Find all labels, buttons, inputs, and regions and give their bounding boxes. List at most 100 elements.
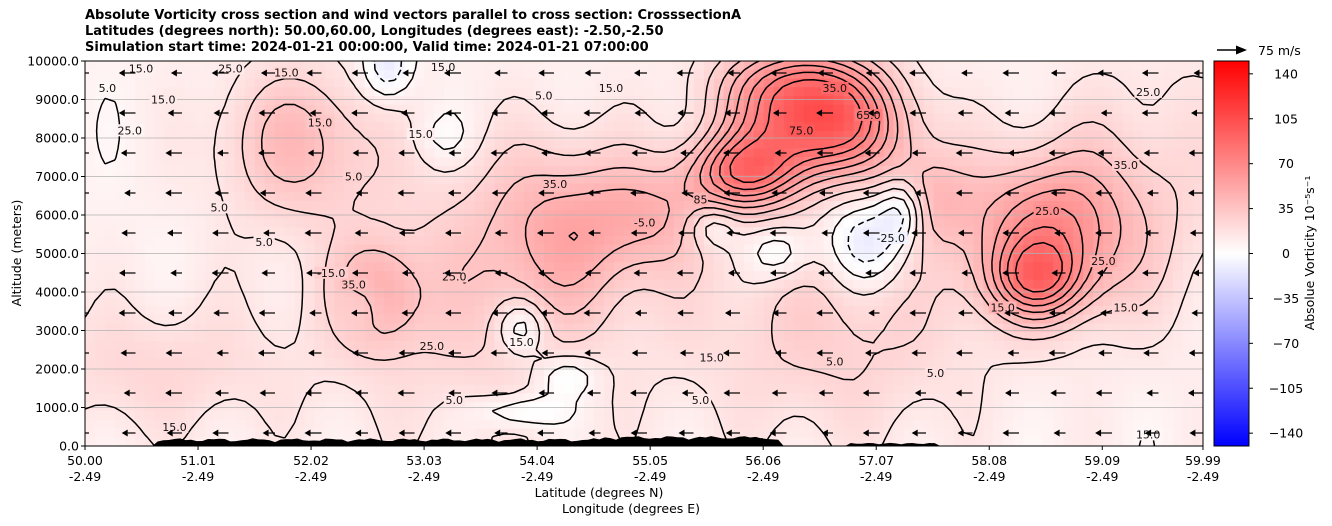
vorticity-cell — [673, 358, 685, 368]
vorticity-cell — [1153, 349, 1164, 360]
vorticity-cell — [564, 244, 575, 255]
vorticity-cell — [584, 244, 595, 255]
vorticity-cell — [264, 166, 276, 176]
vorticity-cell — [474, 349, 485, 360]
vorticity-cell — [634, 157, 645, 167]
vorticity-cell — [344, 262, 356, 272]
vorticity-cell — [713, 174, 725, 185]
vorticity-cell — [693, 314, 705, 325]
vorticity-cell — [983, 437, 994, 446]
vorticity-cell — [554, 402, 565, 412]
vorticity-cell — [85, 236, 96, 246]
vorticity-cell — [234, 419, 246, 430]
vorticity-cell — [314, 174, 326, 185]
vorticity-cell — [324, 332, 336, 342]
vorticity-cell — [634, 244, 645, 255]
vorticity-cell — [1173, 192, 1184, 202]
vorticity-cell — [933, 227, 945, 237]
vorticity-cell — [454, 139, 465, 150]
vorticity-cell — [534, 288, 545, 298]
vorticity-cell — [1143, 236, 1154, 246]
vorticity-cell — [484, 376, 495, 386]
vorticity-cell — [264, 96, 276, 106]
vorticity-cell — [104, 437, 116, 446]
vorticity-cell — [703, 314, 715, 325]
vorticity-cell — [1153, 174, 1164, 185]
title-line-1: Absolute Vorticity cross section and win… — [85, 8, 742, 23]
vorticity-cell — [733, 332, 745, 342]
vorticity-cell — [663, 104, 675, 115]
vorticity-cell — [314, 384, 326, 395]
vorticity-cell — [454, 192, 465, 202]
vorticity-cell — [294, 428, 306, 438]
vorticity-cell — [124, 174, 136, 185]
vorticity-cell — [184, 131, 196, 141]
vorticity-cell — [254, 271, 266, 281]
vorticity-cell — [993, 69, 1004, 80]
vorticity-cell — [454, 384, 465, 395]
vorticity-cell — [344, 157, 356, 167]
vorticity-cell — [324, 376, 336, 386]
vorticity-cell — [1073, 323, 1084, 333]
vorticity-cell — [384, 227, 396, 237]
vorticity-cell — [763, 166, 775, 176]
vorticity-cell — [104, 253, 116, 263]
vorticity-cell — [1133, 411, 1144, 421]
vorticity-cell — [1023, 183, 1034, 193]
vorticity-cell — [454, 253, 465, 263]
vorticity-cell — [214, 236, 226, 246]
vorticity-cell — [144, 192, 156, 202]
vorticity-cell — [204, 402, 216, 412]
vorticity-cell — [913, 139, 925, 150]
vorticity-cell — [663, 192, 675, 202]
vorticity-cell — [1183, 376, 1194, 386]
vorticity-cell — [1073, 183, 1084, 193]
vorticity-cell — [653, 218, 665, 228]
vorticity-cell — [494, 297, 505, 307]
vorticity-cell — [843, 332, 855, 342]
vorticity-cell — [843, 341, 855, 351]
vorticity-cell — [174, 157, 186, 167]
vorticity-cell — [813, 332, 825, 342]
vorticity-cell — [344, 367, 356, 377]
vorticity-cell — [454, 122, 465, 132]
vorticity-cell — [244, 411, 256, 421]
vorticity-cell — [324, 78, 336, 88]
vorticity-cell — [314, 419, 326, 430]
vorticity-cell — [134, 332, 146, 342]
vorticity-cell — [1093, 358, 1104, 368]
vorticity-cell — [234, 113, 246, 123]
vorticity-cell — [564, 428, 575, 438]
vorticity-cell — [94, 244, 106, 255]
vorticity-cell — [494, 358, 505, 368]
vorticity-cell — [1123, 411, 1134, 421]
vorticity-cell — [1133, 192, 1144, 202]
vorticity-cell — [763, 122, 775, 132]
vorticity-cell — [564, 174, 575, 185]
vorticity-cell — [883, 306, 895, 316]
vorticity-cell — [404, 323, 416, 333]
vorticity-cell — [604, 148, 615, 158]
vorticity-cell — [464, 157, 475, 167]
vorticity-cell — [753, 332, 765, 342]
vorticity-cell — [464, 253, 475, 263]
vorticity-cell — [703, 376, 715, 386]
vorticity-cell — [903, 358, 915, 368]
vorticity-cell — [833, 227, 845, 237]
vorticity-cell — [663, 157, 675, 167]
vorticity-cell — [254, 78, 266, 88]
vorticity-cell — [294, 148, 306, 158]
vorticity-cell — [614, 358, 625, 368]
vorticity-cell — [693, 218, 705, 228]
contour-label: 5.0 — [208, 201, 230, 214]
vorticity-cell — [324, 192, 336, 202]
vorticity-cell — [474, 314, 485, 325]
vorticity-cell — [793, 437, 805, 446]
vorticity-cell — [134, 288, 146, 298]
vorticity-cell — [1143, 437, 1154, 446]
vorticity-cell — [294, 262, 306, 272]
vorticity-cell — [574, 271, 585, 281]
vorticity-cell — [913, 323, 925, 333]
vorticity-cell — [444, 209, 455, 220]
